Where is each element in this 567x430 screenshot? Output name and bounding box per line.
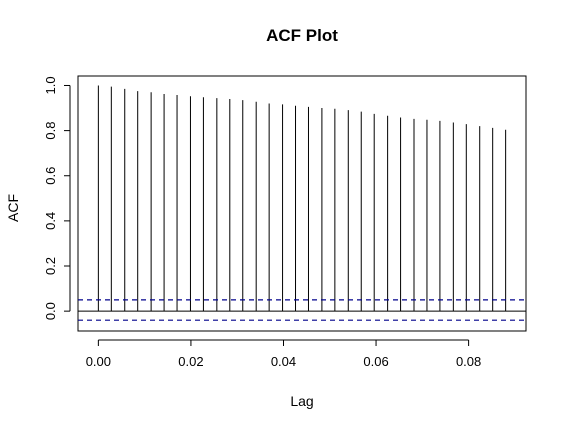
y-tick-label: 0.6	[43, 167, 58, 185]
acf-bars	[78, 85, 526, 312]
chart-title: ACF Plot	[266, 26, 338, 45]
confidence-band	[78, 299, 526, 321]
x-tick-label: 0.00	[86, 354, 111, 369]
y-tick-label: 0.8	[43, 122, 58, 140]
x-axis: 0.00 0.02 0.04 0.06 0.08	[86, 339, 481, 369]
y-tick-label: 0.0	[43, 302, 58, 320]
plot-frame	[77, 75, 527, 332]
y-tick-label: 1.0	[43, 76, 58, 94]
x-tick-label: 0.06	[363, 354, 388, 369]
y-tick-label: 0.4	[43, 212, 58, 230]
x-tick-label: 0.02	[178, 354, 203, 369]
x-axis-label: Lag	[290, 393, 313, 409]
y-axis-label: ACF	[5, 194, 21, 222]
x-tick-label: 0.04	[271, 354, 296, 369]
y-tick-label: 0.2	[43, 257, 58, 275]
y-axis: 0.0 0.2 0.4 0.6 0.8 1.0	[43, 76, 71, 320]
x-tick-label: 0.08	[456, 354, 481, 369]
